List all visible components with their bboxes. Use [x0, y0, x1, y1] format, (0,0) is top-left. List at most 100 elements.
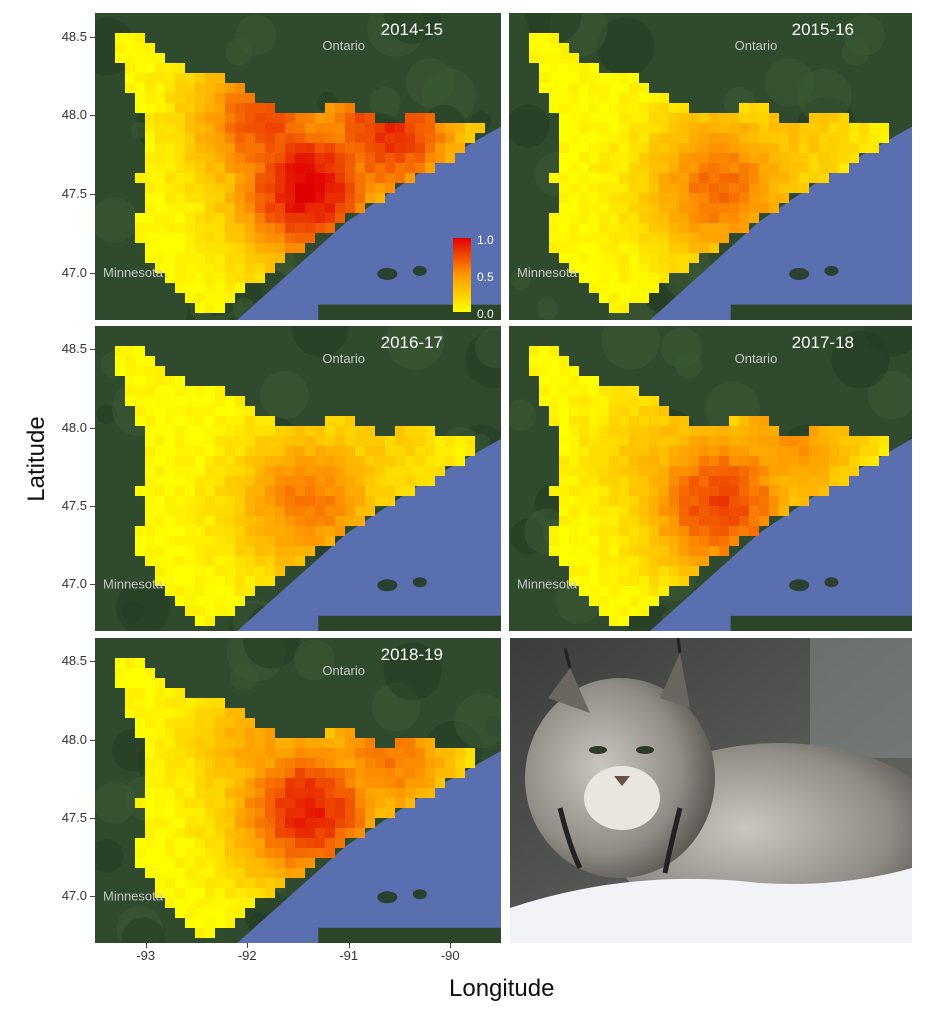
grid-cell [295, 193, 305, 203]
grid-cell [335, 163, 345, 173]
grid-cell [275, 526, 285, 536]
grid-cell [599, 556, 609, 566]
grid-cell [165, 728, 175, 738]
grid-cell [275, 506, 285, 516]
x-tick-label: -91 [339, 948, 359, 963]
grid-cell [295, 798, 305, 808]
grid-cell [175, 748, 185, 758]
grid-cell [395, 466, 405, 476]
grid-cell [205, 273, 215, 283]
grid-cell [225, 898, 235, 908]
grid-cell [719, 546, 729, 556]
grid-cell [165, 63, 175, 73]
grid-cell [225, 878, 235, 888]
grid-cell [679, 213, 689, 223]
grid-cell [245, 848, 255, 858]
grid-cell [629, 163, 639, 173]
grid-cell [225, 576, 235, 586]
grid-cell [355, 113, 365, 123]
grid-cell [579, 556, 589, 566]
grid-cell [265, 153, 275, 163]
grid-cell [559, 356, 569, 366]
grid-cell [215, 576, 225, 586]
grid-cell [425, 113, 435, 123]
grid-cell [235, 153, 245, 163]
grid-cell [155, 436, 165, 446]
grid-cell [659, 456, 669, 466]
grid-cell [619, 436, 629, 446]
grid-cell [649, 213, 659, 223]
grid-cell [175, 153, 185, 163]
grid-cell [589, 516, 599, 526]
grid-cell [789, 436, 799, 446]
grid-cell [195, 153, 205, 163]
grid-cell [659, 516, 669, 526]
grid-cell [819, 486, 829, 496]
grid-cell [385, 173, 395, 183]
grid-cell [375, 143, 385, 153]
grid-cell [739, 506, 749, 516]
grid-cell [599, 496, 609, 506]
grid-cell [285, 173, 295, 183]
grid-cell [569, 506, 579, 516]
grid-cell [175, 576, 185, 586]
grid-cell [165, 778, 175, 788]
grid-cell [659, 406, 669, 416]
map-panel-2018-19: 2018-19 Ontario Minnesota [95, 638, 501, 943]
grid-cell [799, 153, 809, 163]
grid-cell [799, 163, 809, 173]
grid-cell [819, 436, 829, 446]
grid-cell [579, 376, 589, 386]
grid-cell [749, 436, 759, 446]
grid-cell [255, 838, 265, 848]
grid-cell [365, 456, 375, 466]
grid-cell [165, 878, 175, 888]
grid-cell [285, 143, 295, 153]
grid-cell [619, 396, 629, 406]
grid-cell [589, 123, 599, 133]
grid-cell [255, 163, 265, 173]
grid-cell [619, 103, 629, 113]
grid-cell [245, 263, 255, 273]
grid-cell [405, 426, 415, 436]
grid-cell [195, 888, 205, 898]
grid-cell [185, 93, 195, 103]
grid-cell [689, 233, 699, 243]
grid-cell [265, 858, 275, 868]
grid-cell [589, 436, 599, 446]
grid-cell [225, 868, 235, 878]
grid-cell [719, 113, 729, 123]
grid-cell [779, 506, 789, 516]
grid-cell [699, 183, 709, 193]
grid-cell [315, 456, 325, 466]
grid-cell [205, 838, 215, 848]
grid-cell [869, 436, 879, 446]
grid-cell [415, 436, 425, 446]
grid-cell [659, 253, 669, 263]
grid-cell [405, 133, 415, 143]
grid-cell [275, 828, 285, 838]
grid-cell [659, 416, 669, 426]
grid-cell [559, 93, 569, 103]
grid-cell [295, 426, 305, 436]
grid-cell [165, 506, 175, 516]
grid-cell [345, 123, 355, 133]
grid-cell [669, 133, 679, 143]
grid-cell [165, 436, 175, 446]
y-axis-title: Latitude [23, 416, 50, 502]
grid-cell [335, 143, 345, 153]
grid-cell [759, 103, 769, 113]
grid-cell [205, 203, 215, 213]
grid-cell [569, 113, 579, 123]
grid-cell [195, 143, 205, 153]
grid-cell [355, 446, 365, 456]
grid-cell [275, 193, 285, 203]
y-tick-mark [90, 739, 95, 741]
grid-cell [165, 263, 175, 273]
grid-cell [709, 436, 719, 446]
grid-cell [165, 868, 175, 878]
grid-cell [155, 426, 165, 436]
grid-cell [195, 416, 205, 426]
grid-cell [145, 406, 155, 416]
grid-cell [629, 233, 639, 243]
